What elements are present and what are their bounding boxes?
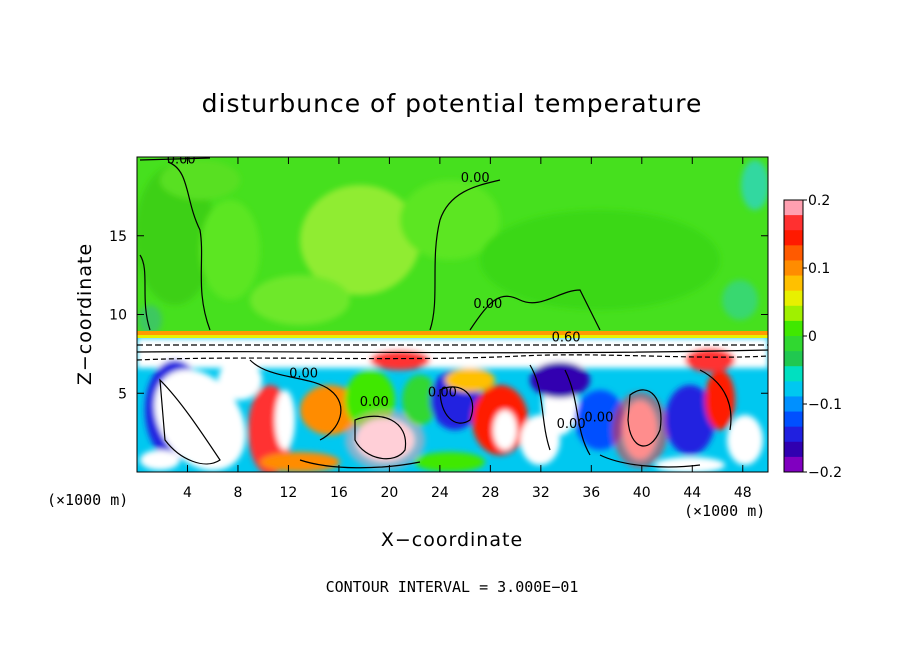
- y-tick-label: 10: [109, 308, 127, 324]
- x-tick-label: 16: [330, 485, 348, 501]
- y-axis: 5 10 15: [109, 229, 768, 402]
- x-axis: 4 8 12 16 20 24 28 32 36 40 44 48: [183, 157, 752, 501]
- contour-interval-label: CONTOUR INTERVAL = 3.000E−01: [326, 578, 579, 596]
- colorbar-swatch: [784, 336, 803, 352]
- colorbar-swatch: [784, 230, 803, 246]
- contour-lines: [137, 157, 768, 469]
- x-tick-label: 44: [683, 485, 701, 501]
- y-tick-label: 5: [118, 386, 127, 402]
- colorbar-swatch: [784, 260, 803, 277]
- colorbar-swatch: [784, 290, 803, 307]
- contour-label: 0.00: [557, 417, 586, 432]
- contour-label: 0.00: [461, 171, 490, 186]
- x-tick-label: 12: [280, 485, 298, 501]
- contour-label: 0.00: [167, 152, 196, 167]
- colorbar-swatch: [784, 396, 803, 413]
- colorbar-swatch: [784, 200, 803, 216]
- colorbar-swatch: [784, 456, 803, 473]
- colorbar-tick-label: −0.2: [808, 465, 842, 481]
- plot-area: 0.000.000.000.600.000.000.000.000.00: [137, 152, 768, 472]
- colorbar-swatch: [784, 305, 803, 322]
- x-tick-label: 4: [183, 485, 192, 501]
- colorbar-swatch: [784, 215, 803, 231]
- x-unit-label-right: (×1000 m): [684, 502, 765, 520]
- colorbar-swatch: [784, 441, 803, 458]
- contour-label: 0.00: [584, 411, 613, 426]
- colorbar-swatch: [784, 426, 803, 443]
- colorbar-swatch: [784, 320, 803, 337]
- contour-label: 0.00: [428, 385, 457, 400]
- contour-label: 0.00: [360, 395, 389, 410]
- contour-label: 0.00: [289, 367, 318, 382]
- x-tick-label: 24: [431, 485, 449, 501]
- colorbar-swatch: [784, 245, 803, 261]
- y-axis-label: Z−coordinate: [74, 243, 96, 385]
- x-tick-label: 8: [233, 485, 242, 501]
- contour-label: 0.00: [473, 297, 502, 312]
- colorbar-swatch: [784, 411, 803, 428]
- colorbar-swatch: [784, 366, 803, 382]
- colorbar-swatch: [784, 275, 803, 292]
- x-tick-label: 36: [582, 485, 600, 501]
- tropopause-band: [137, 331, 768, 335]
- colorbar-swatch: [784, 381, 803, 397]
- colorbar-tick-label: 0.2: [808, 193, 830, 209]
- x-axis-label: X−coordinate: [381, 529, 523, 551]
- colorbar-tick-label: 0.1: [808, 261, 830, 277]
- colorbar: 0.2 0.1 0 −0.1 −0.2: [783, 193, 842, 481]
- contour-labels: 0.000.000.000.600.000.000.000.000.00: [167, 152, 614, 432]
- colorbar-tick-label: −0.1: [808, 397, 842, 413]
- lower-field: [137, 338, 768, 472]
- x-tick-label: 48: [734, 485, 752, 501]
- x-tick-label: 28: [481, 485, 499, 501]
- x-tick-label: 32: [532, 485, 550, 501]
- contour-label: 0.60: [552, 330, 581, 345]
- y-tick-label: 15: [109, 229, 127, 245]
- x-unit-label-left: (×1000 m): [47, 491, 128, 509]
- x-tick-label: 40: [633, 485, 651, 501]
- x-tick-label: 20: [380, 485, 398, 501]
- chart-title: disturbunce of potential temperature: [202, 89, 703, 118]
- colorbar-swatch: [784, 351, 803, 367]
- upper-variations: [137, 160, 768, 335]
- colorbar-tick-label: 0: [808, 329, 817, 345]
